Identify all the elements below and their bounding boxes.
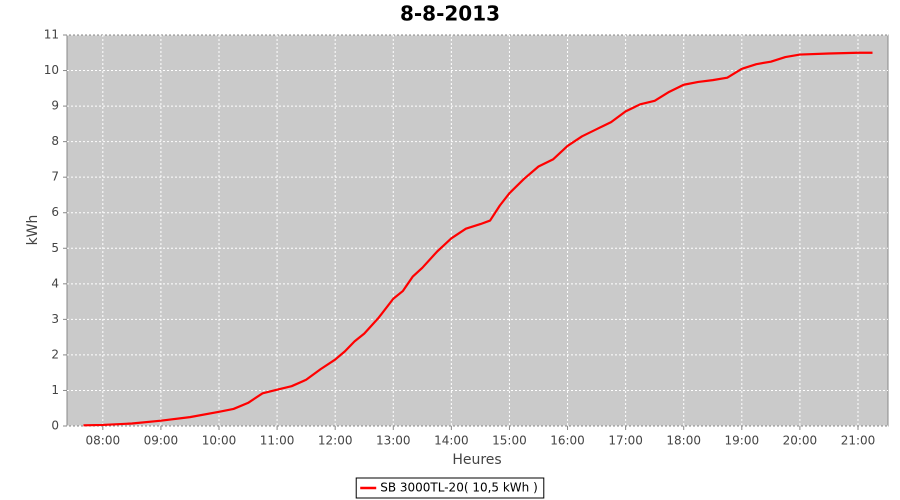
x-axis-label: Heures	[452, 452, 501, 468]
y-tick-label: 10	[44, 63, 59, 77]
y-tick-label: 6	[51, 205, 59, 219]
y-tick-label: 7	[51, 170, 59, 184]
x-tick-label: 15:00	[492, 434, 527, 448]
x-tick-label: 19:00	[725, 434, 760, 448]
x-tick-label: 09:00	[144, 434, 179, 448]
x-tick-label: 10:00	[202, 434, 237, 448]
legend-box	[355, 477, 545, 499]
y-tick-label: 8	[51, 134, 59, 148]
y-tick-label: 2	[51, 347, 59, 361]
x-tick-label: 16:00	[550, 434, 585, 448]
x-tick-label: 13:00	[376, 434, 411, 448]
legend-label: SB 3000TL-20( 10,5 kWh )	[380, 481, 538, 495]
x-tick-label: 11:00	[260, 434, 295, 448]
y-tick-label: 5	[51, 241, 59, 255]
data-line	[83, 51, 873, 427]
x-tick-label: 18:00	[666, 434, 701, 448]
y-tick-label: 0	[51, 419, 59, 433]
chart-title: 8-8-2013	[400, 2, 500, 26]
x-tick-label: 08:00	[86, 434, 121, 448]
y-axis-label: kWh	[25, 215, 41, 246]
plot-area	[66, 34, 889, 427]
x-tick-label: 20:00	[783, 434, 818, 448]
x-tick-label: 12:00	[318, 434, 353, 448]
y-tick-label: 3	[51, 312, 59, 326]
x-tick-label: 21:00	[841, 434, 876, 448]
y-tick-label: 1	[51, 383, 59, 397]
x-tick-label: 14:00	[434, 434, 469, 448]
x-tick-label: 17:00	[608, 434, 643, 448]
y-tick-label: 9	[51, 99, 59, 113]
y-tick-label: 4	[51, 276, 59, 290]
y-tick-label: 11	[44, 28, 59, 42]
